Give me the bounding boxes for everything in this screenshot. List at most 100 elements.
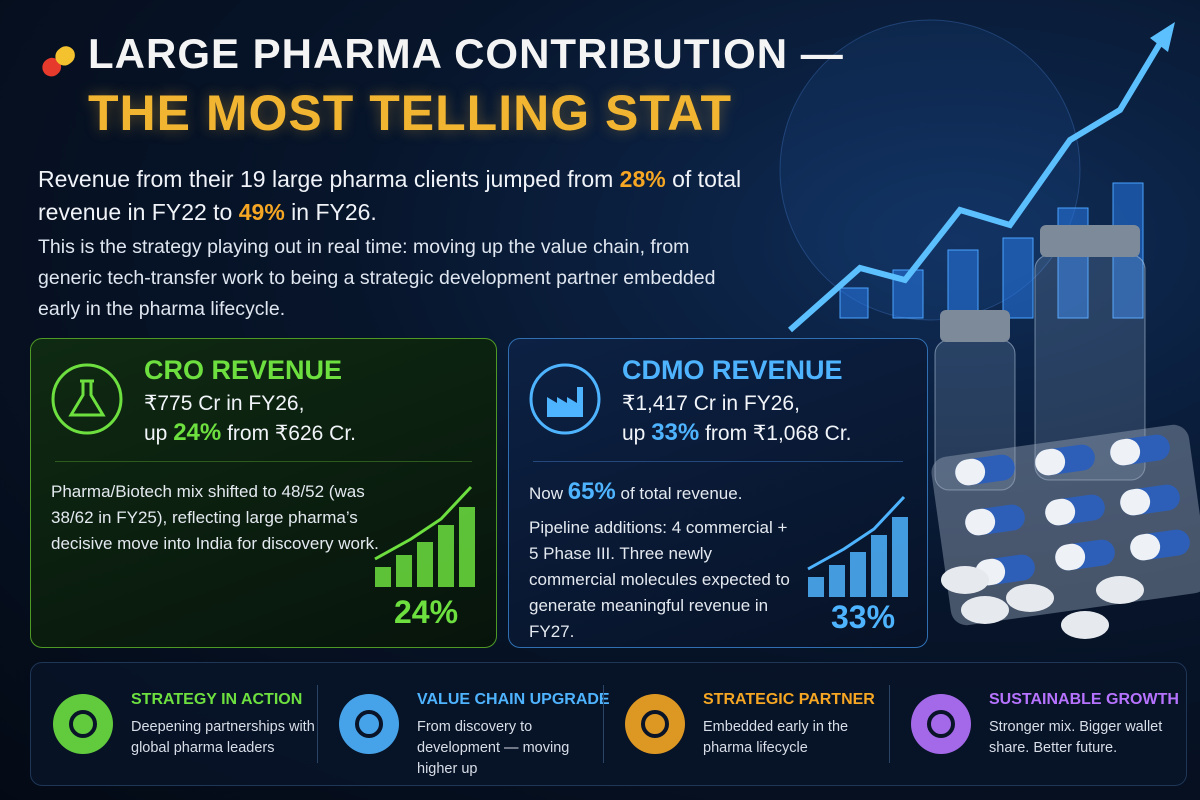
deco-bar [947, 249, 979, 319]
mini-bar [829, 565, 845, 597]
text-segment: of total revenue. [615, 484, 743, 503]
capsule-cap [1045, 498, 1076, 526]
title-line-1: LARGE PHARMA CONTRIBUTION — [88, 30, 844, 77]
card-title: CDMO REVENUE [622, 355, 843, 385]
capsule-cap [1130, 533, 1161, 561]
icon-ring [529, 363, 601, 435]
divider [603, 685, 604, 763]
card-body: Pharma/Biotech mix shifted to 48/52 (was… [51, 479, 381, 565]
text-segment: up [622, 422, 652, 445]
separator [55, 461, 472, 462]
card-body: Now 65% of total revenue. Pipeline additi… [529, 479, 799, 653]
mini-bar [808, 577, 824, 597]
footer-title: VALUE CHAIN UPGRADE [417, 691, 610, 708]
footer-item: VALUE CHAIN UPGRADE From discovery to dev… [317, 663, 610, 785]
icon-circle [911, 694, 971, 754]
highlight: 28% [619, 166, 666, 192]
mini-bar [417, 542, 433, 587]
mini-bar [850, 552, 866, 597]
footer-title: STRATEGIC PARTNER [703, 691, 875, 708]
pill-half [55, 46, 75, 66]
footer-icon [625, 694, 685, 754]
text-segment: of total revenue in FY22 to [38, 166, 742, 225]
mini-arrow [807, 495, 906, 571]
text-segment: from ₹626 Cr. [221, 422, 356, 445]
separator [533, 461, 903, 462]
highlight: 33% [651, 419, 700, 446]
icon-inner [927, 710, 955, 738]
title-line-2: THE MOST TELLING STAT [88, 85, 733, 141]
footer-title: SUSTAINABLE GROWTH [989, 691, 1179, 708]
capsule-cap [1055, 543, 1086, 571]
icon-circle [339, 694, 399, 754]
paragraph: Now 65% of total revenue. [529, 479, 799, 507]
pill [42, 46, 75, 77]
mini-bar [375, 567, 391, 587]
footer-panel: STRATEGY IN ACTION Deepening partnerships… [30, 662, 1187, 786]
footer-text: From discovery to development — moving h… [417, 719, 570, 777]
arrow-head [1150, 22, 1175, 52]
deco-bar [839, 287, 869, 319]
divider [889, 685, 890, 763]
footer-item: STRATEGY IN ACTION Deepening partnerships… [31, 663, 317, 785]
text-segment: Revenue from their 19 large pharma clien… [38, 166, 620, 192]
mini-chart [807, 495, 908, 597]
tablet [1006, 584, 1054, 612]
capsule-cap [1120, 488, 1151, 516]
icon-inner [69, 710, 97, 738]
text-segment: Pharma/Biotech mix shifted to 48/52 (was… [51, 482, 379, 553]
mini-bar [871, 535, 887, 597]
text-segment: from ₹1,068 Cr. [699, 422, 852, 445]
mini-arrow [374, 485, 473, 561]
text-segment: in FY26. [284, 199, 377, 225]
deco-bar [1002, 237, 1034, 319]
cdmo-card: CDMO REVENUE ₹1,417 Cr in FY26, up 33% fro… [508, 338, 928, 648]
vial-cap [940, 310, 1010, 342]
card-title: CRO REVENUE [144, 355, 343, 385]
capsule-cap [965, 508, 996, 536]
text-segment: Now [529, 484, 568, 503]
flask [68, 379, 106, 417]
icon-inner [355, 710, 383, 738]
card-icon [529, 363, 601, 435]
vial-cap [1040, 225, 1140, 257]
cro-card: CRO REVENUE ₹775 Cr in FY26, up 24% from ₹… [30, 338, 497, 648]
icon-ring [51, 363, 123, 435]
trend-arrow [788, 33, 1168, 333]
text-segment: up [144, 422, 174, 445]
factory [547, 387, 583, 417]
footer-icon [53, 694, 113, 754]
highlight: 49% [238, 199, 285, 225]
pill-icon [42, 46, 75, 77]
mini-bar [459, 507, 475, 587]
mini-bar [438, 525, 454, 587]
tablet [1061, 611, 1109, 639]
footer-icon [339, 694, 399, 754]
headline: Revenue from their 19 large pharma clien… [38, 163, 758, 229]
tablet [941, 566, 989, 594]
icon-circle [625, 694, 685, 754]
footer-text: Deepening partnerships with global pharm… [131, 719, 315, 756]
text-segment: Pipeline additions: 4 commercial + 5 Pha… [529, 518, 790, 641]
divider [317, 685, 318, 763]
footer-title: STRATEGY IN ACTION [131, 691, 303, 708]
growth-badge: 24% [394, 594, 459, 630]
card-line: up 24% from ₹626 Cr. [144, 419, 356, 447]
card-line: ₹1,417 Cr in FY26, [622, 392, 800, 415]
icon-inner [641, 710, 669, 738]
highlight: 24% [173, 419, 222, 446]
footer-item: SUSTAINABLE GROWTH Stronger mix. Bigger w… [889, 663, 1179, 785]
mini-chart [374, 485, 475, 587]
tablet [961, 596, 1009, 624]
intro-body: This is the strategy playing out in real… [38, 236, 716, 320]
growth-badge: 33% [831, 599, 896, 635]
footer-item: STRATEGIC PARTNER Embedded early in the p… [603, 663, 889, 785]
capsule-cap [1110, 438, 1141, 466]
card-icon [51, 363, 123, 435]
paragraph: Pipeline additions: 4 commercial + 5 Pha… [529, 515, 799, 645]
card-line: ₹775 Cr in FY26, [144, 392, 305, 415]
card-line: up 33% from ₹1,068 Cr. [622, 419, 852, 447]
icon-circle [53, 694, 113, 754]
